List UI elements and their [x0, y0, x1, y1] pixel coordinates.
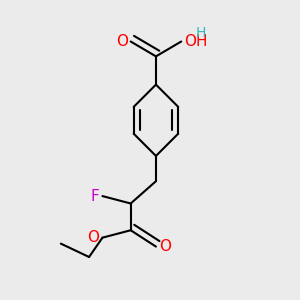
Text: O: O	[88, 230, 100, 245]
Text: O: O	[116, 34, 128, 49]
Text: OH: OH	[184, 34, 208, 49]
Text: O: O	[159, 239, 171, 254]
Text: F: F	[91, 189, 100, 204]
Text: H: H	[196, 26, 206, 40]
